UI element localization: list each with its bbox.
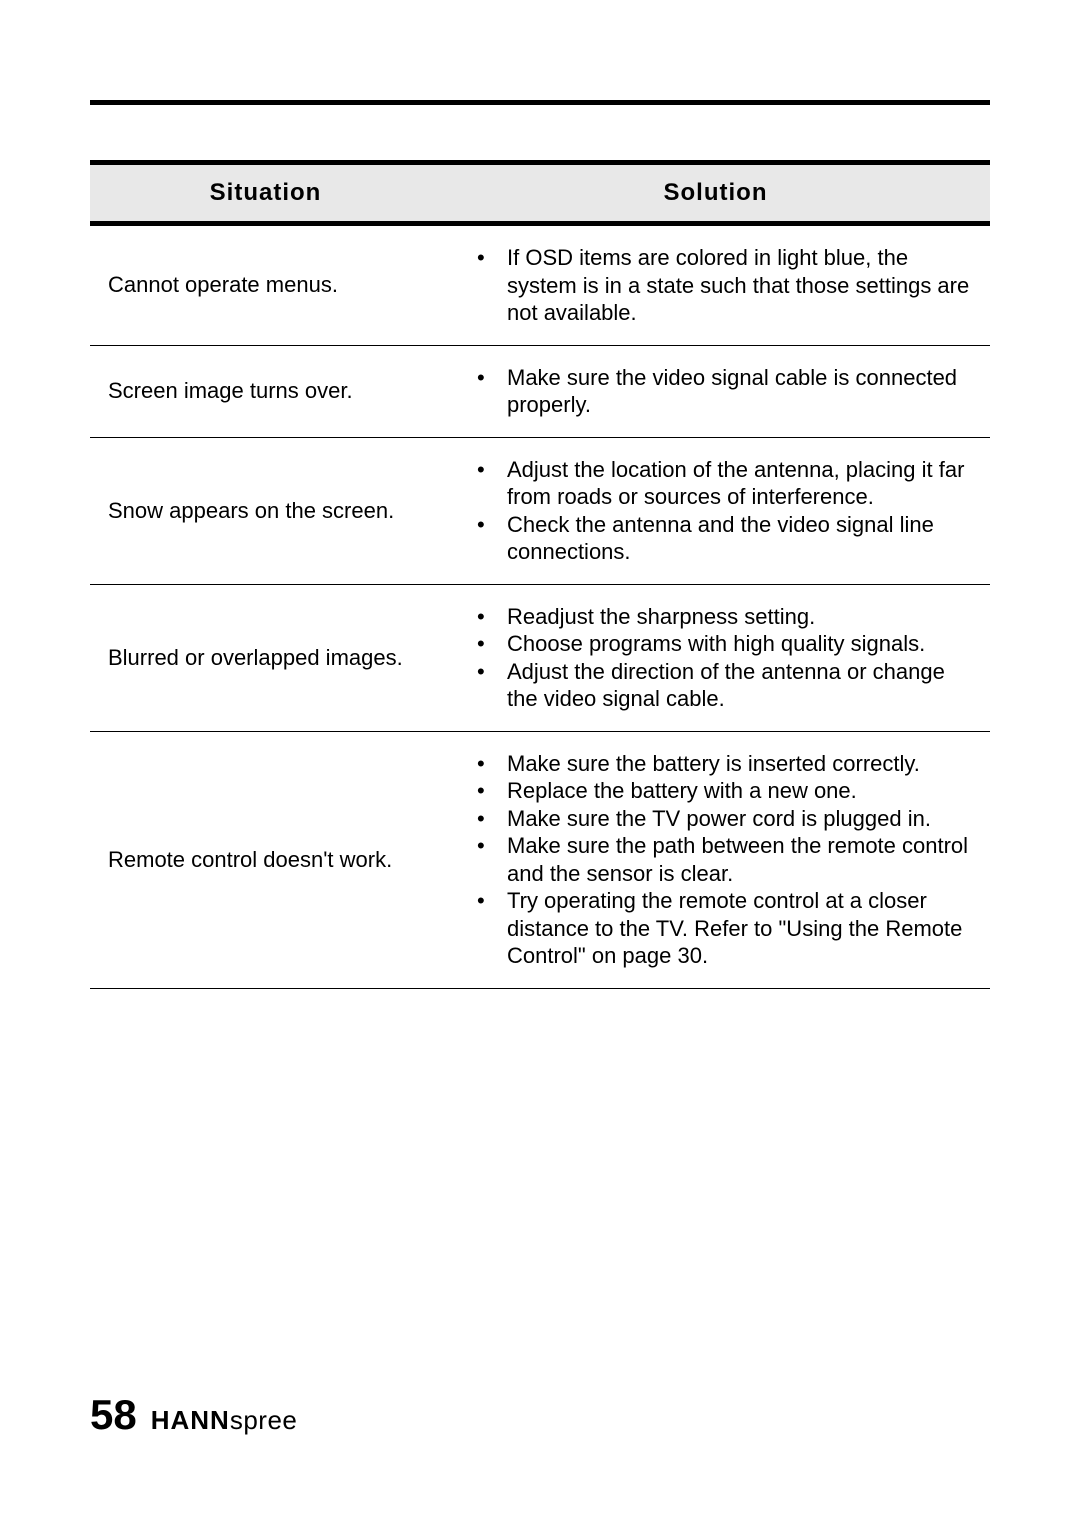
solution-item: Make sure the video signal cable is conn… [477,364,978,419]
solution-list: Readjust the sharpness setting. Choose p… [459,603,978,713]
solution-item: Make sure the TV power cord is plugged i… [477,805,978,833]
solution-list: Adjust the location of the antenna, plac… [459,456,978,566]
table-row: Screen image turns over. Make sure the v… [90,345,990,437]
situation-cell: Snow appears on the screen. [90,437,441,584]
situation-cell: Screen image turns over. [90,345,441,437]
situation-cell: Blurred or overlapped images. [90,584,441,731]
solution-item: Readjust the sharpness setting. [477,603,978,631]
solution-item: Replace the battery with a new one. [477,777,978,805]
table-header-row: Situation Solution [90,163,990,224]
situation-cell: Cannot operate menus. [90,224,441,346]
page-number: 58 [90,1391,137,1439]
solution-cell: Make sure the battery is inserted correc… [441,731,990,988]
brand-light-part: spree [230,1405,298,1435]
table-row: Cannot operate menus. If OSD items are c… [90,224,990,346]
solution-item: Adjust the direction of the antenna or c… [477,658,978,713]
solution-cell: Make sure the video signal cable is conn… [441,345,990,437]
solution-item: Make sure the battery is inserted correc… [477,750,978,778]
header-situation: Situation [90,163,441,224]
table-row: Remote control doesn't work. Make sure t… [90,731,990,988]
solution-cell: Readjust the sharpness setting. Choose p… [441,584,990,731]
solution-cell: If OSD items are colored in light blue, … [441,224,990,346]
solution-item: Try operating the remote control at a cl… [477,887,978,970]
top-rule [90,100,990,105]
solution-item: If OSD items are colored in light blue, … [477,244,978,327]
solution-list: Make sure the video signal cable is conn… [459,364,978,419]
table-row: Snow appears on the screen. Adjust the l… [90,437,990,584]
situation-cell: Remote control doesn't work. [90,731,441,988]
solution-list: If OSD items are colored in light blue, … [459,244,978,327]
solution-cell: Adjust the location of the antenna, plac… [441,437,990,584]
table-row: Blurred or overlapped images. Readjust t… [90,584,990,731]
page-footer: 58 HANNspree [90,1391,297,1439]
solution-item: Choose programs with high quality signal… [477,630,978,658]
header-solution: Solution [441,163,990,224]
solution-list: Make sure the battery is inserted correc… [459,750,978,970]
solution-item: Make sure the path between the remote co… [477,832,978,887]
page-container: Situation Solution Cannot operate menus.… [0,0,1080,1529]
troubleshooting-table: Situation Solution Cannot operate menus.… [90,160,990,989]
solution-item: Adjust the location of the antenna, plac… [477,456,978,511]
brand-bold-part: HANN [151,1405,230,1435]
brand-logo: HANNspree [151,1405,298,1436]
solution-item: Check the antenna and the video signal l… [477,511,978,566]
